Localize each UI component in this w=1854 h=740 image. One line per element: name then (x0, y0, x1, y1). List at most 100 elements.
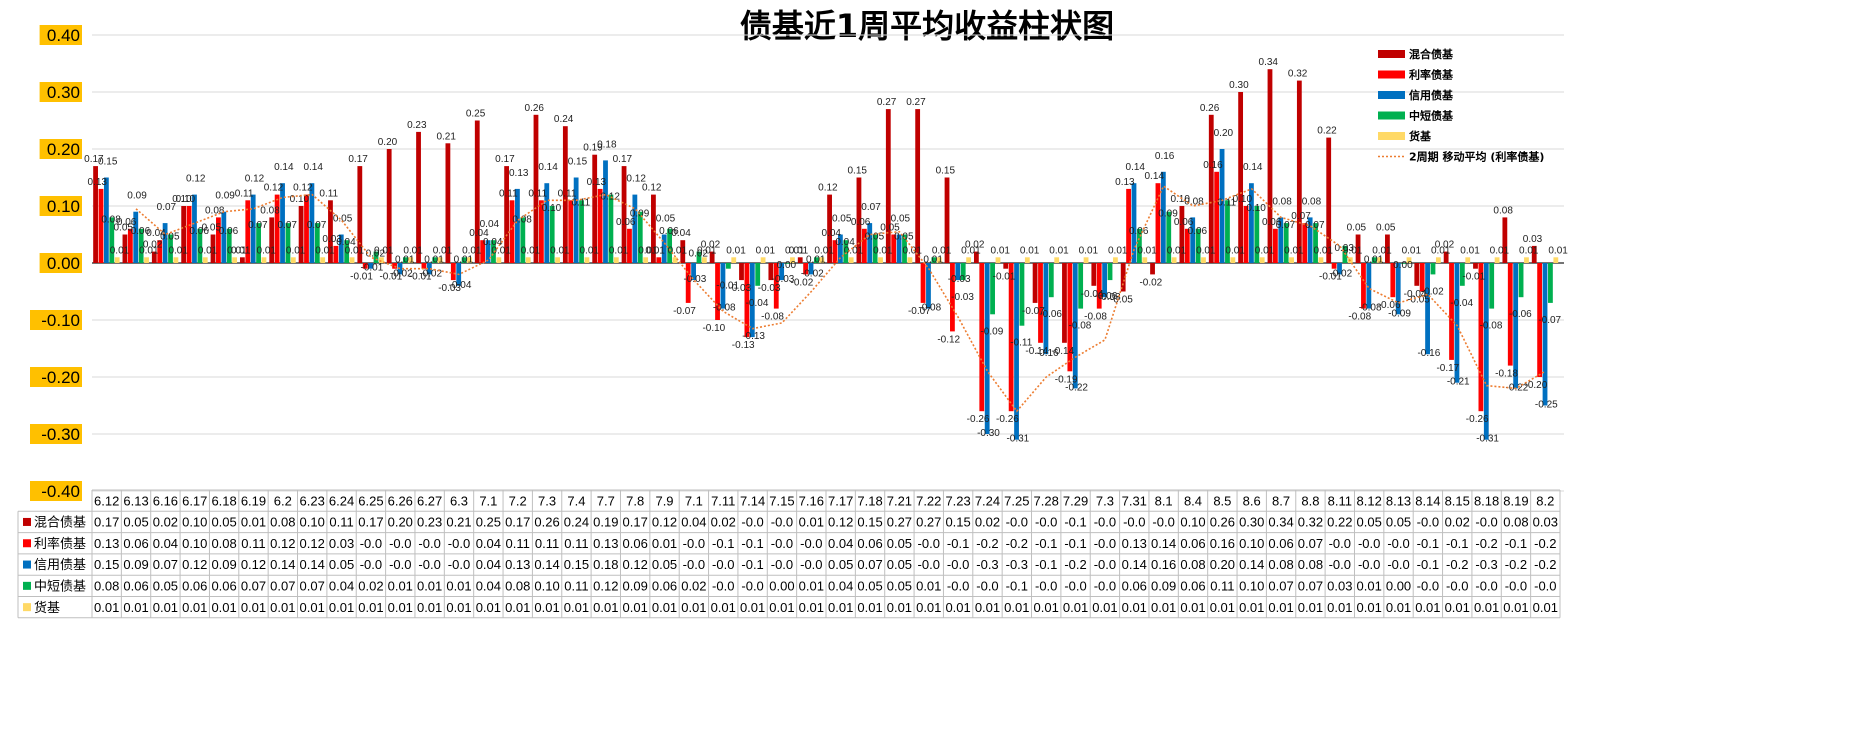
data-label: 0.15 (848, 166, 868, 177)
table-cell: -0.1 (947, 536, 969, 551)
bar (1267, 69, 1273, 263)
data-label: 0.07 (861, 202, 881, 213)
table-cell: -0.1 (712, 536, 734, 551)
data-label: -0.08 (1069, 321, 1092, 332)
table-cell: 0.01 (1210, 600, 1235, 615)
y-tick-label: 0.30 (47, 83, 80, 102)
data-label: -0.14 (1051, 346, 1074, 357)
table-cell: 0.11 (506, 536, 530, 551)
table-cell: -0.1 (1064, 515, 1086, 530)
table-cell: 0.11 (535, 536, 559, 551)
bar (1283, 223, 1289, 263)
data-labels-group: 0.170.050.020.100.050.010.080.100.110.17… (84, 57, 1568, 445)
table-cell: 0.10 (182, 536, 207, 551)
bar (931, 257, 937, 263)
table-cell: 0.01 (446, 600, 471, 615)
table-cell: 0.07 (153, 557, 178, 572)
bar (269, 217, 275, 263)
data-label: 0.06 (117, 217, 137, 228)
bar (333, 245, 339, 263)
table-cell: -0.1 (741, 557, 763, 572)
table-cell: -0.0 (683, 536, 705, 551)
bar (1385, 234, 1390, 263)
bar (1406, 257, 1412, 263)
table-cell: 0.06 (652, 579, 677, 594)
y-tick-highlight (30, 367, 82, 387)
data-label: 0.23 (407, 120, 427, 131)
legend-label: 混合债基 (1409, 47, 1454, 61)
table-cell: 0.18 (593, 557, 618, 572)
bar (1150, 263, 1155, 275)
bar (1537, 263, 1543, 377)
data-label: 0.10 (290, 194, 310, 205)
legend-label: 信用债基 (1409, 88, 1454, 102)
table-cell: 0.03 (1533, 515, 1558, 530)
table-cell: 0.32 (1298, 515, 1323, 530)
bar (221, 211, 227, 263)
data-label: -0.08 (918, 303, 941, 314)
bar (966, 257, 972, 263)
bar (1454, 263, 1460, 383)
data-label: 0.05 (160, 232, 180, 243)
data-label: 0.17 (613, 154, 633, 165)
bar (861, 228, 867, 263)
table-cell: 0.01 (1533, 600, 1558, 615)
bar (256, 223, 261, 263)
table-series-name: 利率债基 (34, 536, 86, 552)
table-cell: 0.06 (123, 579, 148, 594)
table-cell: 0.13 (505, 557, 530, 572)
table-cell: 0.01 (799, 600, 824, 615)
table-cell: -0.0 (771, 536, 793, 551)
table-cell: 0.01 (1239, 600, 1264, 615)
data-label: 0.05 (832, 214, 852, 225)
table-cell: 0.07 (241, 579, 266, 594)
table-cell: 0.01 (769, 600, 794, 615)
table-cell: 0.01 (388, 579, 413, 594)
table-cell: 0.17 (358, 515, 383, 530)
table-cell: 0.06 (857, 536, 882, 551)
table-cell: 0.07 (1298, 536, 1323, 551)
bar (856, 177, 862, 263)
data-label: -0.06 (1039, 309, 1062, 320)
bar (827, 194, 832, 263)
bar (1024, 257, 1030, 263)
category-label: 7.24 (975, 493, 1000, 508)
data-label: 0.30 (1229, 80, 1249, 91)
bar (290, 257, 296, 263)
category-label: 8.4 (1184, 493, 1202, 508)
table-cell: 0.09 (1151, 579, 1176, 594)
table-cell: 0.07 (1268, 579, 1293, 594)
table-legend-key (23, 539, 31, 548)
category-label: 8.14 (1415, 493, 1440, 508)
data-label: 0.08 (1184, 196, 1204, 207)
bar (1278, 217, 1284, 263)
table-cell: 0.14 (534, 557, 559, 572)
bar (720, 263, 726, 309)
data-label: 0.02 (689, 249, 709, 260)
table-cell: 0.01 (564, 600, 589, 615)
bar (1435, 257, 1441, 263)
bar (1054, 257, 1060, 263)
data-label: 0.01 (433, 245, 453, 256)
category-label: 6.18 (211, 493, 236, 508)
data-label: 0.15 (98, 157, 118, 168)
bar (1371, 257, 1377, 263)
table-cell: 0.10 (1239, 579, 1264, 594)
table-cell: 0.21 (446, 515, 471, 530)
table-cell: -0.0 (1123, 515, 1145, 530)
data-label: 0.04 (336, 237, 356, 248)
table-cell: -0.1 (1006, 579, 1028, 594)
bar (1067, 263, 1073, 372)
table-cell: 0.01 (681, 600, 706, 615)
data-label: 0.18 (597, 139, 617, 150)
data-label: -0.16 (1036, 348, 1059, 359)
bar (280, 183, 285, 263)
bar (1184, 228, 1190, 263)
data-label: 0.13 (1115, 177, 1135, 188)
data-label: 0.04 (146, 228, 166, 239)
data-label: -0.01 (361, 263, 384, 274)
data-label: 0.12 (245, 174, 265, 185)
y-tick-label: -0.20 (41, 368, 80, 387)
bar (651, 194, 656, 263)
data-label: 0.14 (303, 162, 323, 173)
